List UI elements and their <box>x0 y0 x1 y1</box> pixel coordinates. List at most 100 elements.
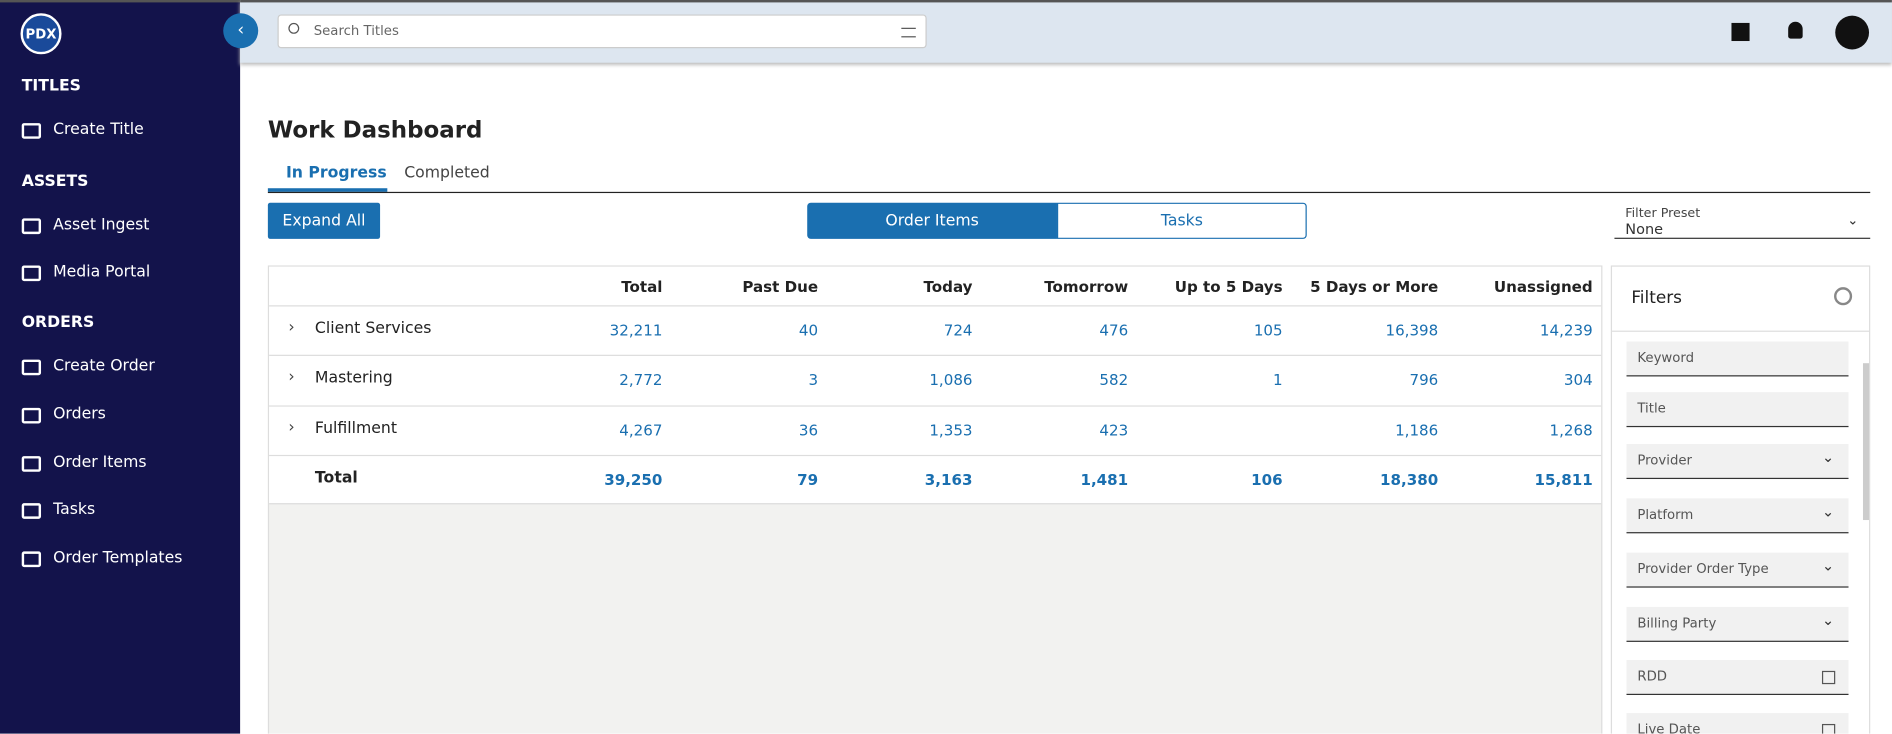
table-cell[interactable]: 14,239 <box>1539 320 1593 340</box>
filter-icon <box>901 27 916 38</box>
column-header: 5 Days or More <box>1310 277 1439 296</box>
filter-field-label: Platform <box>1637 506 1694 523</box>
table-cell[interactable]: 2,772 <box>619 370 663 389</box>
nav-icon <box>21 503 42 519</box>
table-cell[interactable]: 1,353 <box>929 421 973 440</box>
table-cell[interactable]: 4,267 <box>619 421 663 440</box>
total-cell: 3,163 <box>924 470 973 489</box>
total-cell: 106 <box>1251 470 1283 489</box>
filter-field-label: Billing Party <box>1637 615 1717 632</box>
filter-field[interactable]: Live Date <box>1626 713 1849 734</box>
row-label: Client Services <box>314 319 432 338</box>
table-cell[interactable]: 304 <box>1563 370 1593 389</box>
table-cell[interactable]: 1 <box>1273 370 1283 389</box>
table-cell[interactable]: 724 <box>943 320 973 340</box>
total-cell: 39,250 <box>604 470 663 489</box>
nav-icon <box>21 359 42 376</box>
table-cell[interactable]: 423 <box>1099 421 1129 440</box>
filter-field-label: RDD <box>1637 668 1668 685</box>
nav-item[interactable]: Orders <box>53 405 106 424</box>
nav-item[interactable]: Media Portal <box>53 263 151 282</box>
search-icon <box>288 22 300 34</box>
filter-field[interactable]: Title <box>1626 392 1849 428</box>
table-cell[interactable]: 1,186 <box>1395 421 1439 440</box>
table-cell[interactable]: 582 <box>1099 370 1129 389</box>
filter-field[interactable]: RDD <box>1626 660 1849 696</box>
nav-item[interactable]: Order Items <box>53 453 147 472</box>
nav-item[interactable]: Tasks <box>53 500 96 519</box>
collapse-button[interactable]: ‹ <box>223 13 259 49</box>
bell-icon[interactable] <box>1788 21 1803 39</box>
table-cell[interactable]: 1,086 <box>929 370 973 389</box>
nav-item[interactable]: Create Title <box>53 120 144 139</box>
filter-field[interactable]: Keyword <box>1626 341 1849 377</box>
total-cell: 15,811 <box>1534 470 1593 489</box>
row-divider <box>269 354 1602 356</box>
nav-icon <box>21 265 42 282</box>
tab[interactable]: In Progress <box>285 164 387 183</box>
column-header: Total <box>621 277 663 296</box>
logo[interactable]: PDX <box>20 13 62 55</box>
expand-chevron[interactable]: › <box>288 368 295 387</box>
filter-field[interactable]: Provider Order Type ⌄ <box>1626 552 1849 588</box>
dropdown-chevron: ⌄ <box>1821 611 1835 629</box>
table-cell[interactable]: 796 <box>1409 370 1439 389</box>
calendar-icon <box>1821 723 1836 734</box>
filter-field-label: Keyword <box>1637 349 1695 366</box>
segment-button[interactable]: Order Items <box>807 202 1057 239</box>
total-label: Total <box>314 469 358 488</box>
column-header: Tomorrow <box>1044 277 1129 296</box>
table-cell[interactable]: 105 <box>1253 320 1283 340</box>
table-cell[interactable]: 40 <box>798 320 819 340</box>
filter-field[interactable]: Provider ⌄ <box>1626 444 1849 480</box>
chevron: ⌄ <box>1847 212 1859 229</box>
filter-preset-value: None <box>1625 220 1664 238</box>
filter-field-label: Provider <box>1637 452 1693 469</box>
tab-indicator <box>267 188 388 192</box>
nav-icon <box>21 407 42 424</box>
table-cell[interactable]: 476 <box>1099 320 1129 340</box>
column-header: Past Due <box>742 277 819 296</box>
expand-chevron[interactable]: › <box>288 418 295 437</box>
filters-divider <box>1612 330 1870 332</box>
segment-button[interactable]: Tasks <box>1056 202 1307 239</box>
nav-item[interactable]: Asset Ingest <box>53 215 150 235</box>
row-divider <box>269 503 1602 505</box>
table-panel: Total Past Due Today Tomorrow Up to 5 Days 5 … <box>267 265 1603 734</box>
row-divider <box>269 405 1602 407</box>
apps-icon[interactable] <box>1731 22 1750 42</box>
column-header: Up to 5 Days <box>1174 277 1283 296</box>
filter-field[interactable]: Billing Party ⌄ <box>1626 606 1849 642</box>
expand-chevron[interactable]: › <box>288 318 295 337</box>
nav-item[interactable]: Order Templates <box>53 549 183 568</box>
filter-field-label: Title <box>1637 400 1666 417</box>
dropdown-chevron: ⌄ <box>1821 503 1835 521</box>
table-cell[interactable]: 1,268 <box>1549 421 1593 440</box>
account-icon[interactable] <box>1835 15 1870 50</box>
nav-item[interactable]: Create Order <box>53 357 155 376</box>
nav-icon <box>21 551 42 568</box>
table-cell[interactable]: 32,211 <box>609 320 663 340</box>
column-header: Unassigned <box>1493 277 1593 296</box>
section-heading: ASSETS <box>21 172 89 191</box>
filter-preset[interactable]: Filter Preset None ⌄ <box>1614 205 1871 239</box>
table-cell[interactable]: 3 <box>808 370 819 389</box>
table: Total Past Due Today Tomorrow Up to 5 Days 5 … <box>269 266 1602 505</box>
column-header: Today <box>923 277 973 296</box>
settings-icon[interactable] <box>1834 287 1853 306</box>
filters-panel: Filters Keyword Title Provider ⌄ Platform ⌄ Pro… <box>1610 265 1871 734</box>
search-placeholder: Search Titles <box>313 22 399 39</box>
row-divider <box>269 454 1602 457</box>
filter-field[interactable]: Platform ⌄ <box>1626 498 1849 534</box>
page-title: Work Dashboard <box>267 117 483 144</box>
table-cell[interactable]: 36 <box>798 421 819 440</box>
top-bar: Search Titles <box>240 0 1892 63</box>
sidebar: PDX TITLES Create Title ASSETS Asset Ingest M… <box>0 0 241 734</box>
tab-divider <box>267 191 1871 194</box>
tab[interactable]: Completed <box>404 164 490 183</box>
search-box[interactable]: Search Titles <box>277 14 927 49</box>
table-cell[interactable]: 16,398 <box>1385 320 1439 340</box>
nav-icon <box>21 218 42 235</box>
expand-all-button[interactable]: Expand All <box>267 202 381 239</box>
